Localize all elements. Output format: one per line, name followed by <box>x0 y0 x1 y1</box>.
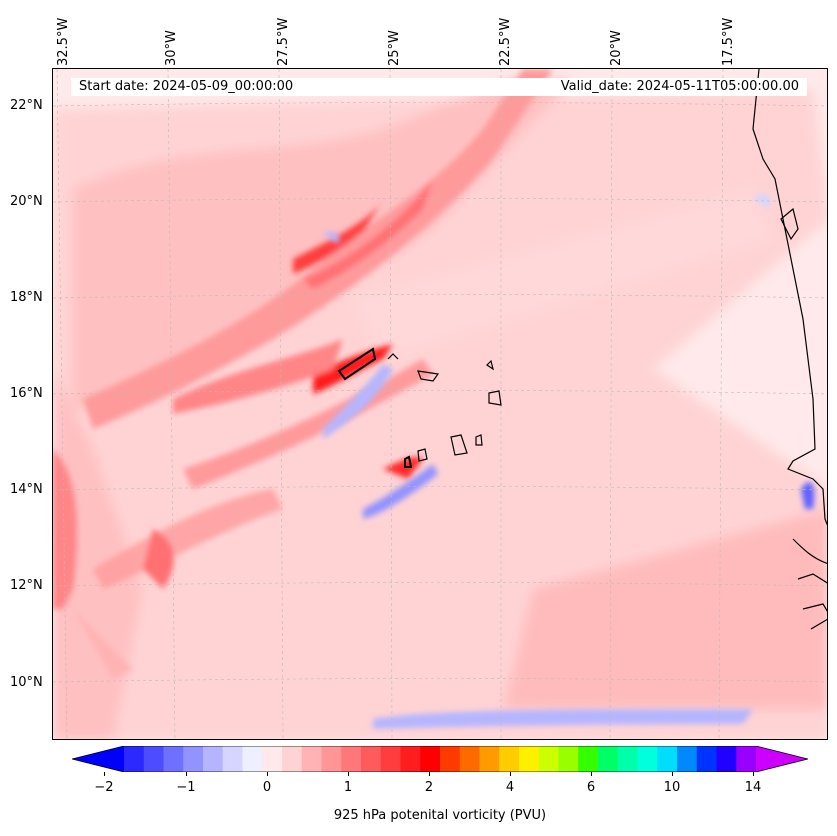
colorbar-segment <box>617 746 638 772</box>
colorbar-tick-label: 1 <box>343 780 353 795</box>
colorbar-segment <box>538 746 559 772</box>
colorbar-segment <box>341 746 362 772</box>
map-panel[interactable]: Start date: 2024-05-09_00:00:00 Valid_da… <box>52 68 828 740</box>
colorbar-segment <box>696 746 717 772</box>
colorbar-segment <box>440 746 461 772</box>
tickmark <box>510 772 511 776</box>
tickmark <box>267 772 268 776</box>
colorbar-segment <box>282 746 303 772</box>
lat-label-14n: 14°N <box>10 482 43 497</box>
colorbar-extend-min <box>72 746 124 772</box>
lon-label-22.5w: 22.5°W <box>498 17 513 66</box>
lat-label-12n: 12°N <box>10 578 43 593</box>
colorbar-segment <box>262 746 283 772</box>
colorbar-segment <box>361 746 382 772</box>
lon-label-20w: 20°W <box>609 30 624 66</box>
colorbar-extend-max <box>756 746 808 772</box>
colorbar-segment <box>736 746 757 772</box>
lat-label-20n: 20°N <box>10 194 43 209</box>
colorbar-segment <box>143 746 164 772</box>
colorbar-tick-label: 0 <box>262 780 272 795</box>
colorbar-segment <box>183 746 204 772</box>
colorbar-segment <box>163 746 184 772</box>
colorbar-tick-label: 4 <box>505 780 515 795</box>
start-date-text: Start date: 2024-05-09_00:00:00 <box>79 79 294 94</box>
colorbar-segment <box>598 746 619 772</box>
valid-date-text: Valid_date: 2024-05-11T05:00:00.00 <box>560 79 799 94</box>
lon-label-27.5w: 27.5°W <box>276 17 291 66</box>
lon-label-32.5w: 32.5°W <box>56 17 71 66</box>
colorbar-label: 925 hPa potenital vorticity (PVU) <box>333 808 547 823</box>
lon-label-17.5w: 17.5°W <box>721 17 736 66</box>
tickmark <box>672 772 673 776</box>
colorbar-segment <box>459 746 480 772</box>
colorbar-tick-label: 14 <box>744 780 762 795</box>
colorbar-segment <box>677 746 698 772</box>
coastlines <box>337 69 827 630</box>
colorbar-segment <box>558 746 579 772</box>
colorbar-segment <box>578 746 599 772</box>
lat-label-10n: 10°N <box>10 675 43 690</box>
colorbar-segment <box>519 746 540 772</box>
tickmark <box>753 772 754 776</box>
lat-label-18n: 18°N <box>10 290 43 305</box>
colorbar-tick-label: −2 <box>94 780 114 795</box>
colorbar-tick-label: −1 <box>176 780 196 795</box>
colorbar-segment <box>420 746 441 772</box>
colorbar <box>72 746 808 772</box>
colorbar-segment <box>716 746 737 772</box>
colorbar-segment <box>479 746 500 772</box>
lon-label-30w: 30°W <box>164 30 179 66</box>
tickmark <box>104 772 105 776</box>
graticule <box>53 69 827 739</box>
colorbar-tick-label: 2 <box>424 780 434 795</box>
tickmark <box>591 772 592 776</box>
colorbar-segment <box>321 746 342 772</box>
colorbar-segment <box>657 746 678 772</box>
lon-label-25w: 25°W <box>387 30 402 66</box>
colorbar-tick-label: 10 <box>663 780 681 795</box>
colorbar-tick-label: 6 <box>586 780 596 795</box>
pv-shading-band <box>53 69 553 679</box>
date-banner: Start date: 2024-05-09_00:00:00 Valid_da… <box>71 78 807 96</box>
pv-negative-patches <box>323 193 815 729</box>
colorbar-segment <box>222 746 243 772</box>
colorbar-segment <box>499 746 520 772</box>
tickmark <box>348 772 349 776</box>
colorbar-segment <box>203 746 224 772</box>
lat-label-22n: 22°N <box>10 98 43 113</box>
pv-field <box>53 69 827 739</box>
tickmark <box>429 772 430 776</box>
colorbar-segment <box>380 746 401 772</box>
colorbar-segment <box>637 746 658 772</box>
lat-label-16n: 16°N <box>10 386 43 401</box>
colorbar-segment <box>301 746 322 772</box>
colorbar-segment <box>124 746 145 772</box>
tickmark <box>186 772 187 776</box>
colorbar-segment <box>242 746 263 772</box>
colorbar-segment <box>400 746 421 772</box>
